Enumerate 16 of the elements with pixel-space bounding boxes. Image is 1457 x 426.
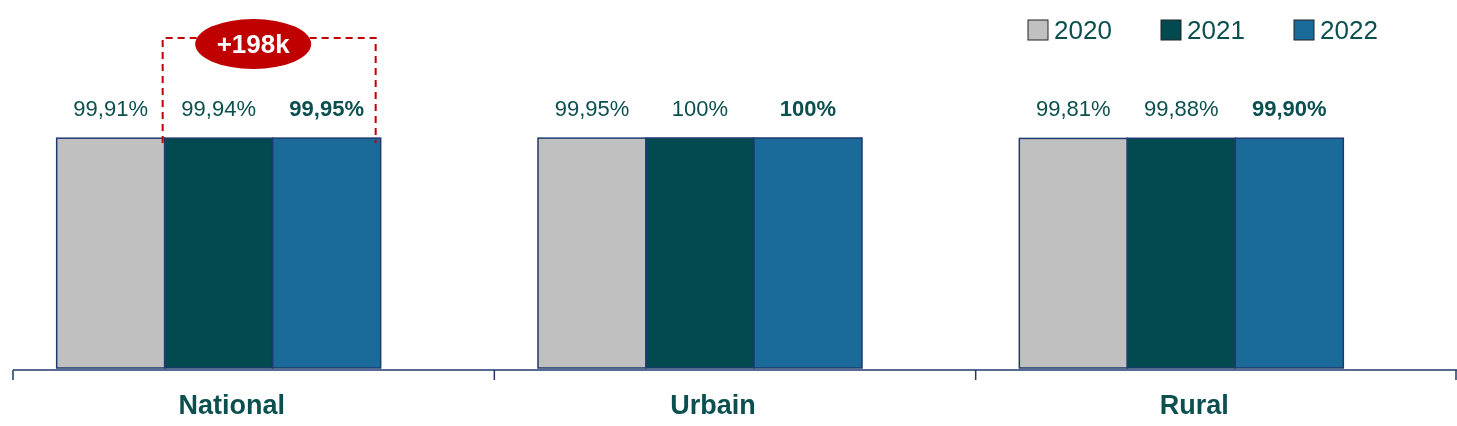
data-label: 99,88%: [1144, 96, 1219, 122]
data-label: 100%: [671, 96, 729, 121]
data-label: 99,90%: [1252, 96, 1327, 122]
data-label: 99,94%: [181, 96, 256, 122]
data-label: 99,95%: [289, 96, 364, 122]
x-tick-label: Urbain: [670, 390, 756, 420]
legend-label: 2020: [1054, 15, 1112, 45]
text: +198k: [216, 29, 291, 59]
data-label: 99,95%: [554, 96, 630, 122]
data-label: 99,81%: [1036, 96, 1111, 122]
data-label: 99,91%: [73, 96, 148, 122]
legend-label: 2022: [1320, 15, 1378, 45]
x-tick-label: National: [178, 390, 285, 420]
legend-label: 2021: [1187, 15, 1245, 45]
x-tick-label: Rural: [1159, 390, 1229, 420]
data-label: 100%: [779, 96, 837, 121]
